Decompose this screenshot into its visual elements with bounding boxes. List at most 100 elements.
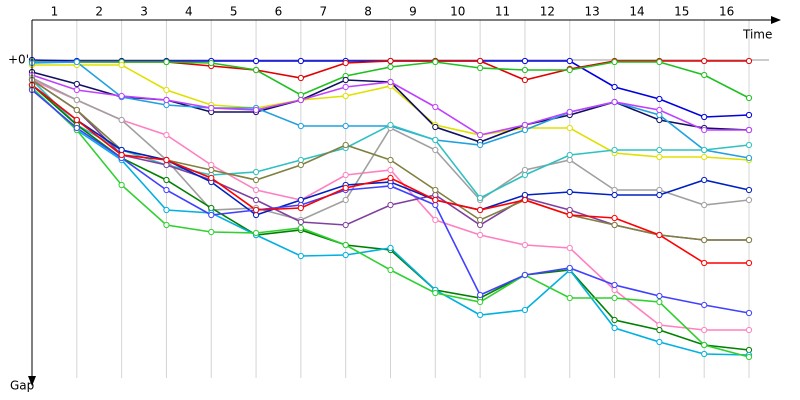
point-marker: [745, 259, 753, 267]
x-tick-label: 1: [51, 5, 59, 19]
point-marker: [297, 122, 304, 130]
point-marker: [521, 76, 529, 84]
point-marker: [297, 156, 304, 164]
point-marker: [701, 301, 708, 309]
x-tick-label: 14: [629, 5, 644, 19]
point-marker: [521, 166, 529, 174]
point-marker: [387, 156, 394, 164]
point-marker: [432, 123, 439, 131]
point-marker: [208, 161, 215, 169]
x-tick-label: 3: [140, 5, 148, 19]
point-marker: [477, 231, 484, 239]
point-marker: [477, 206, 484, 214]
point-marker: [477, 141, 484, 149]
point-marker: [342, 251, 349, 259]
point-marker: [611, 324, 618, 332]
point-marker: [118, 181, 125, 189]
point-marker: [342, 221, 349, 229]
point-marker: [656, 58, 663, 66]
point-marker: [163, 206, 170, 214]
point-marker: [745, 94, 753, 102]
point-marker: [521, 57, 529, 65]
point-marker: [477, 298, 484, 306]
point-marker: [566, 206, 573, 214]
point-marker: [208, 174, 215, 182]
point-marker: [163, 221, 170, 229]
point-marker: [611, 58, 618, 66]
point-marker: [656, 186, 663, 194]
point-marker: [611, 83, 618, 91]
point-marker: [432, 103, 439, 111]
point-marker: [611, 294, 618, 302]
point-marker: [477, 131, 484, 139]
point-marker: [611, 281, 618, 289]
x-tick-label: 5: [230, 5, 238, 19]
point-marker: [73, 80, 80, 88]
point-marker: [118, 146, 125, 154]
point-marker: [342, 241, 349, 249]
point-marker: [745, 186, 753, 194]
plot: [28, 56, 753, 361]
point-marker: [342, 83, 349, 91]
point-marker: [566, 294, 573, 302]
x-axis-label: Time: [742, 28, 772, 42]
point-marker: [387, 121, 394, 129]
point-marker: [701, 146, 708, 154]
point-marker: [342, 196, 349, 204]
point-marker: [387, 57, 394, 65]
point-marker: [745, 196, 753, 204]
x-tick-label: 10: [450, 5, 465, 19]
point-marker: [521, 126, 529, 134]
point-marker: [297, 91, 304, 99]
point-marker: [73, 86, 80, 94]
y-tick-label: +0': [8, 53, 29, 67]
point-marker: [566, 211, 573, 219]
point-marker: [387, 174, 394, 182]
point-marker: [163, 131, 170, 139]
point-marker: [208, 166, 215, 174]
x-tick-label: 9: [409, 5, 417, 19]
point-marker: [118, 61, 125, 69]
point-marker: [297, 252, 304, 260]
point-marker: [252, 196, 260, 204]
point-marker: [521, 241, 529, 249]
x-tick-label: 15: [674, 5, 689, 19]
point-marker: [656, 326, 663, 334]
point-marker: [208, 59, 215, 67]
point-marker: [342, 76, 349, 84]
point-marker: [745, 309, 753, 317]
point-marker: [656, 116, 663, 124]
point-marker: [521, 306, 529, 314]
point-marker: [387, 182, 394, 190]
point-marker: [432, 216, 439, 224]
point-marker: [73, 106, 80, 114]
point-marker: [73, 96, 80, 104]
point-marker: [432, 146, 439, 154]
point-marker: [252, 206, 260, 214]
point-marker: [745, 353, 753, 361]
point-marker: [521, 66, 529, 74]
point-marker: [477, 64, 484, 72]
point-marker: [342, 184, 349, 192]
point-marker: [566, 264, 573, 272]
point-marker: [566, 156, 573, 164]
point-marker: [611, 316, 618, 324]
point-marker: [432, 136, 439, 144]
x-tick-label: 8: [364, 5, 372, 19]
point-marker: [745, 141, 753, 149]
x-tick-label: 4: [185, 5, 193, 19]
point-marker: [163, 161, 170, 169]
point-marker: [297, 96, 304, 104]
point-marker: [745, 236, 753, 244]
point-marker: [656, 153, 663, 161]
point-marker: [163, 58, 170, 66]
point-marker: [252, 57, 260, 65]
point-marker: [701, 113, 708, 121]
point-marker: [163, 186, 170, 194]
point-marker: [118, 151, 125, 159]
point-marker: [521, 121, 529, 129]
point-marker: [611, 214, 618, 222]
point-marker: [73, 116, 80, 124]
point-marker: [477, 221, 484, 229]
